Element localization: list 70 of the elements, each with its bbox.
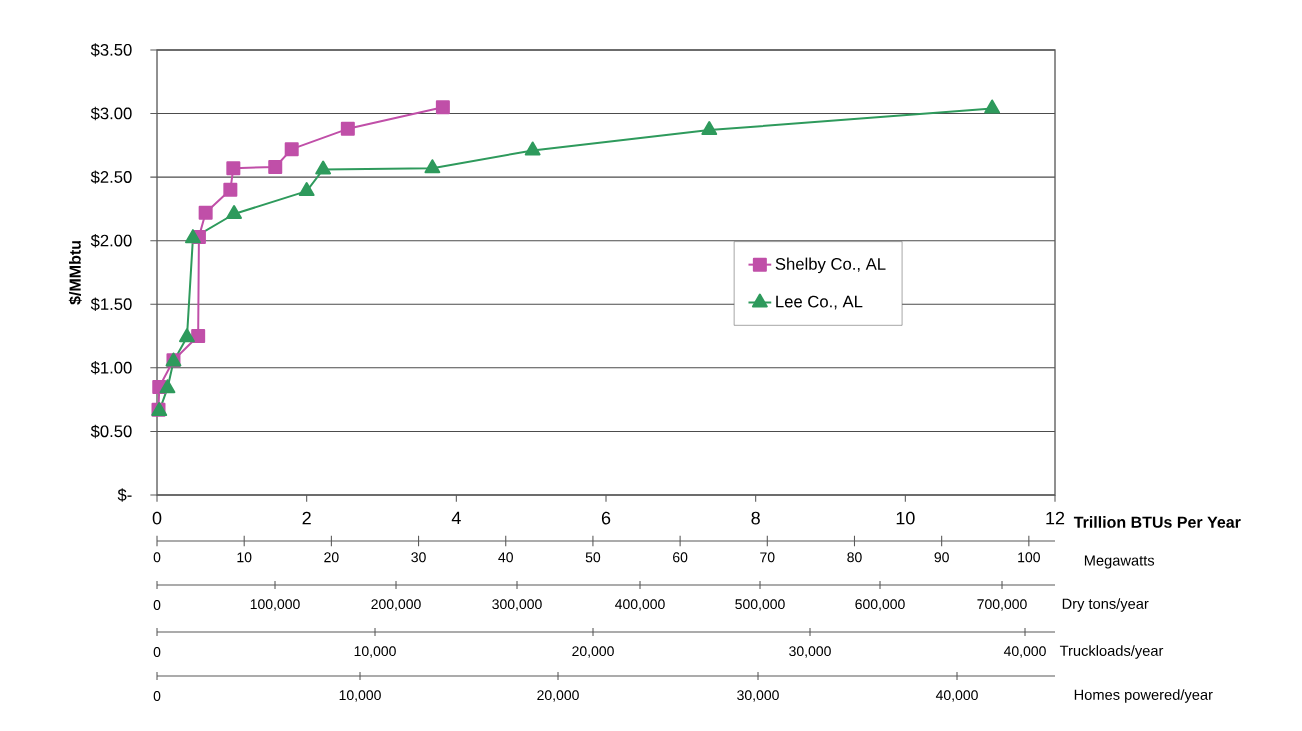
text: 0 — [153, 600, 161, 610]
x-axis-title: Trillion BTUs Per Year — [1073, 516, 1241, 528]
text: 0 — [153, 691, 161, 701]
text: Truckloads/year — [1059, 645, 1164, 659]
point — [424, 159, 441, 174]
text: 30,000 — [789, 646, 831, 658]
text: 20,000 — [537, 690, 579, 702]
point — [191, 329, 206, 344]
x2-tick-label: 90 — [934, 552, 949, 563]
text: 200,000 — [371, 599, 421, 611]
point — [435, 100, 450, 115]
y-tick-label: $1.50 — [90, 297, 132, 312]
x2-tick-label: 0 — [153, 552, 161, 563]
text: 100,000 — [250, 599, 300, 611]
y-tick-label: $- — [117, 488, 132, 502]
text: 40,000 — [935, 690, 978, 702]
x2-tick-label: 10 — [237, 552, 252, 563]
point — [179, 328, 195, 343]
y-tick-label: $3.00 — [90, 106, 132, 121]
y-tick-label: $2.50 — [90, 170, 132, 184]
text: 300,000 — [492, 599, 542, 611]
x2-tick-label: 20 — [324, 552, 339, 563]
y-tick-label: $3.50 — [90, 43, 132, 57]
x2-tick-label: 50 — [585, 552, 601, 563]
point — [340, 121, 355, 136]
x2-tick-label: 80 — [847, 552, 862, 563]
text: Dry tons/year — [1062, 598, 1149, 612]
point — [268, 159, 283, 174]
legend-label: Shelby Co., AL — [775, 257, 886, 274]
x-tick-label: 0 — [152, 511, 162, 525]
point — [984, 99, 1001, 114]
text: 20,000 — [572, 646, 614, 658]
x-tick-label: 10 — [896, 511, 915, 525]
legend-label: Lee Co., AL — [776, 295, 863, 310]
point — [226, 161, 241, 176]
text: 0 — [153, 647, 161, 657]
point — [226, 205, 243, 219]
x2-tick-label: 100 — [1018, 552, 1040, 563]
text: 700,000 — [977, 599, 1027, 611]
point — [524, 141, 541, 156]
x2-tick-label: 60 — [673, 552, 688, 563]
point — [298, 182, 315, 197]
text: 600,000 — [855, 599, 905, 611]
point — [185, 229, 201, 244]
x2-tick-label: 70 — [760, 552, 775, 563]
y-axis-title: $/MMbtu — [68, 241, 82, 305]
x-tick-label: 4 — [451, 511, 461, 525]
point — [284, 142, 299, 157]
x2-axis-title: Megawatts — [1084, 555, 1155, 569]
x-tick-label: 2 — [302, 511, 311, 525]
x-tick-label: 8 — [751, 511, 760, 525]
text: 500,000 — [735, 599, 785, 611]
point — [701, 121, 718, 136]
y-tick-label: $2.00 — [90, 233, 132, 248]
text: 10,000 — [339, 690, 381, 702]
x-tick-label: 12 — [1046, 511, 1065, 525]
point — [315, 160, 332, 175]
point — [223, 182, 238, 197]
point — [159, 379, 176, 394]
text: Homes powered/year — [1074, 689, 1213, 703]
y-tick-label: $1.00 — [90, 361, 132, 375]
x-tick-label: 6 — [601, 511, 611, 525]
x2-tick-label: 40 — [498, 552, 513, 563]
text: 40,000 — [1003, 646, 1046, 658]
text: 400,000 — [615, 599, 665, 611]
y-tick-label: $0.50 — [90, 424, 132, 439]
text: 30,000 — [737, 690, 779, 702]
text: 10,000 — [354, 646, 396, 658]
x2-tick-label: 30 — [411, 552, 426, 563]
point — [198, 205, 213, 220]
